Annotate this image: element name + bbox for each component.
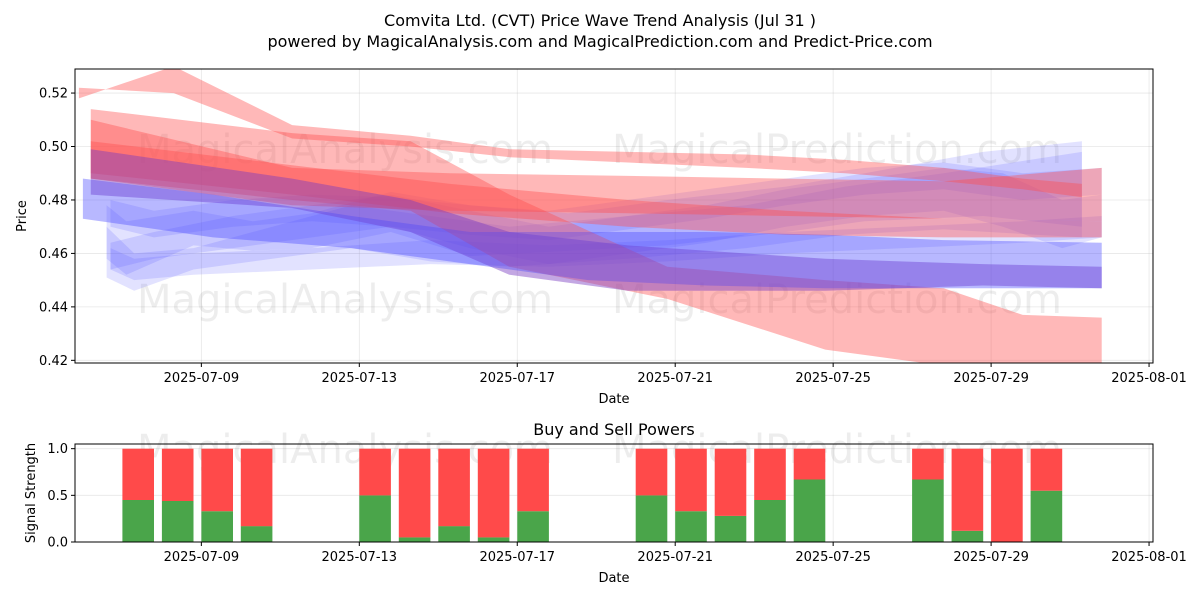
sell-power-bar <box>201 448 233 512</box>
buy-power-bar <box>240 526 273 542</box>
price-y-tick-label: 0.46 <box>39 247 68 262</box>
signal-y-axis-label: Signal Strength <box>24 443 39 543</box>
blue-wave-band <box>110 162 1102 241</box>
buy-power-bar <box>201 511 233 542</box>
signal-y-ticks: 0.0 0.5 1.0 <box>47 442 75 551</box>
buy-power-bar <box>754 500 786 542</box>
sell-power-bar <box>477 448 510 538</box>
signal-x-tick-label: 2025-07-17 <box>479 550 555 565</box>
red-wave-band <box>90 109 1102 363</box>
price-y-tick-label: 0.50 <box>39 140 68 155</box>
price-y-tick-label: 0.42 <box>39 354 68 369</box>
sell-power-bar <box>240 448 273 527</box>
sell-power-bar <box>398 448 431 538</box>
price-wave-bands <box>78 69 1102 363</box>
price-x-tick-label: 2025-07-09 <box>164 371 240 386</box>
chart-title-line1: Comvita Ltd. (CVT) Price Wave Trend Anal… <box>384 11 816 30</box>
price-grid <box>75 69 1153 363</box>
blue-wave-band <box>82 178 1102 289</box>
price-x-tick-label: 2025-07-21 <box>637 371 713 386</box>
signal-y-tick-label: 1.0 <box>47 442 68 457</box>
watermark-text: MagicalAnalysis.com <box>137 277 553 323</box>
buy-power-bar <box>359 495 391 542</box>
signal-x-axis-label: Date <box>598 571 629 586</box>
sell-power-bar <box>161 448 194 501</box>
signal-plot-title: Buy and Sell Powers <box>533 420 695 439</box>
price-x-ticks: 2025-07-09 2025-07-13 2025-07-17 2025-07-21… <box>164 363 1187 386</box>
signal-y-tick-label: 0.0 <box>47 536 68 551</box>
price-x-tick-label: 2025-07-13 <box>322 371 398 386</box>
sell-power-bar <box>635 448 668 496</box>
price-x-axis-label: Date <box>598 392 629 407</box>
red-wave-band <box>90 119 1102 222</box>
sell-power-bar <box>951 448 984 531</box>
buy-power-bar <box>912 479 944 542</box>
sell-power-bar <box>714 448 747 516</box>
sell-power-bar <box>359 448 391 496</box>
red-wave-band <box>90 141 1102 238</box>
signal-x-tick-label: 2025-07-09 <box>164 550 240 565</box>
signal-bars <box>122 448 1063 542</box>
buy-power-bar <box>1030 490 1063 542</box>
watermark-text: MagicalPrediction.com <box>612 277 1062 323</box>
blue-wave-band-core <box>82 178 1102 289</box>
buy-power-bar <box>477 537 510 542</box>
signal-y-tick-label: 0.5 <box>47 489 68 504</box>
signal-plot-frame <box>74 443 1154 543</box>
price-x-tick-label: 2025-07-17 <box>479 371 555 386</box>
price-x-tick-label: 2025-07-25 <box>795 371 871 386</box>
sell-power-bar <box>438 448 470 527</box>
sell-power-bar <box>754 448 786 500</box>
buy-power-bar <box>714 515 747 542</box>
price-y-tick-label: 0.48 <box>39 193 68 208</box>
sell-power-bar <box>793 448 826 480</box>
buy-power-bar <box>951 530 984 542</box>
signal-x-tick-label: 2025-07-21 <box>637 550 713 565</box>
sell-power-bar <box>517 448 549 512</box>
price-y-tick-label: 0.52 <box>39 87 68 102</box>
price-y-axis-label: Price <box>15 200 30 232</box>
chart-title-line2: powered by MagicalAnalysis.com and Magic… <box>267 32 932 51</box>
blue-wave-band <box>106 151 1082 291</box>
buy-power-bar <box>635 495 668 542</box>
sell-power-bar <box>675 448 707 512</box>
signal-x-tick-label: 2025-08-01 <box>1111 550 1187 565</box>
buy-power-bar <box>161 500 194 542</box>
buy-power-bar <box>793 479 826 542</box>
sell-power-bar <box>991 448 1023 542</box>
signal-x-tick-label: 2025-07-29 <box>953 550 1029 565</box>
price-y-tick-label: 0.44 <box>39 300 68 315</box>
buy-power-bar <box>517 511 549 542</box>
price-x-tick-label: 2025-08-01 <box>1111 371 1187 386</box>
price-watermarks: MagicalAnalysis.com MagicalPrediction.co… <box>137 127 1062 323</box>
price-x-tick-label: 2025-07-29 <box>953 371 1029 386</box>
price-y-ticks: 0.42 0.44 0.46 0.48 0.50 0.52 <box>39 87 75 369</box>
blue-wave-band <box>106 141 1082 275</box>
buy-power-bar <box>438 526 470 542</box>
price-plot-background <box>75 69 1153 363</box>
price-plot: MagicalAnalysis.com MagicalPrediction.co… <box>15 68 1187 407</box>
purple-wave-band <box>90 149 1102 291</box>
signal-plot: Buy and Sell Powers MagicalAnalysis.com … <box>24 420 1187 586</box>
signal-x-tick-label: 2025-07-25 <box>795 550 871 565</box>
watermark-text: MagicalPrediction.com <box>612 127 1062 173</box>
price-plot-frame <box>74 68 1154 364</box>
blue-wave-band <box>110 216 1102 281</box>
signal-x-ticks: 2025-07-09 2025-07-13 2025-07-17 2025-07-21… <box>164 542 1187 565</box>
buy-power-bar <box>398 537 431 542</box>
red-wave-band <box>78 69 1082 198</box>
buy-power-bar <box>122 500 154 542</box>
buy-power-bar <box>675 511 707 542</box>
sell-power-bar <box>122 448 154 500</box>
price-band-layer <box>78 69 1102 363</box>
signal-x-tick-label: 2025-07-13 <box>322 550 398 565</box>
sell-power-bar <box>912 448 944 480</box>
blue-wave-band <box>110 167 1102 270</box>
sell-power-bar <box>1030 448 1063 491</box>
watermark-text: MagicalAnalysis.com <box>137 127 553 173</box>
